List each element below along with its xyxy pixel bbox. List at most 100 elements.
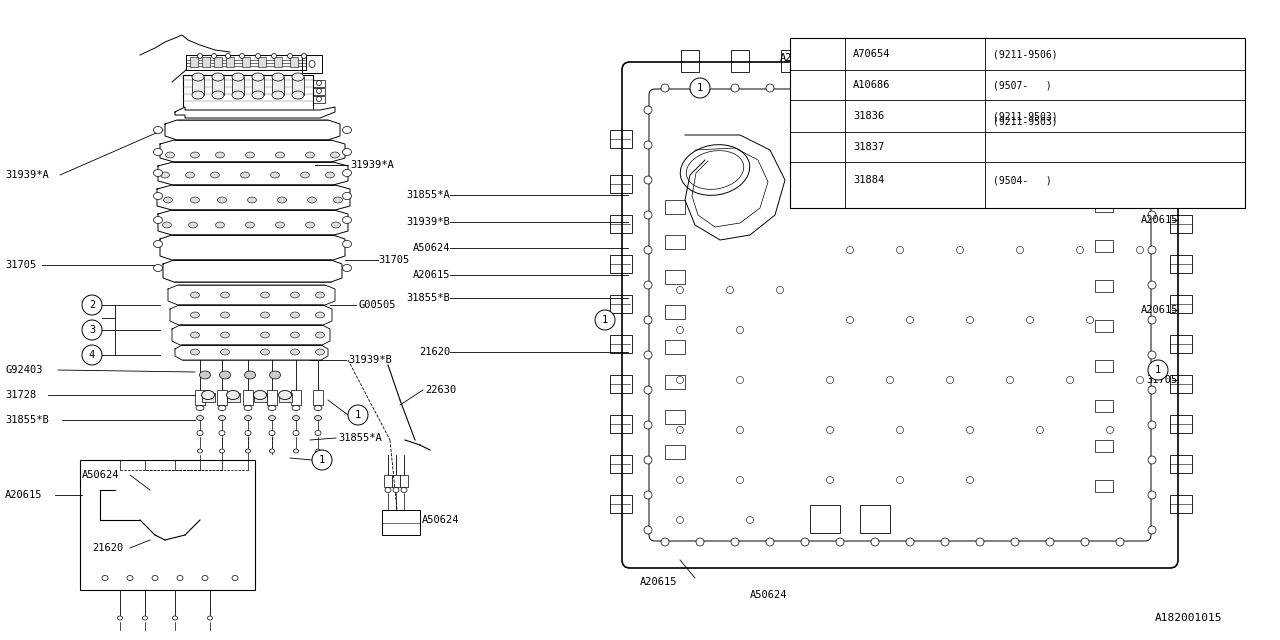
- Bar: [273, 77, 284, 95]
- Ellipse shape: [241, 172, 250, 178]
- Ellipse shape: [765, 538, 774, 546]
- Text: 31855*A: 31855*A: [338, 433, 381, 443]
- Ellipse shape: [292, 73, 305, 81]
- Polygon shape: [172, 325, 330, 345]
- Bar: [611, 215, 632, 233]
- Ellipse shape: [846, 246, 854, 253]
- Ellipse shape: [1116, 538, 1124, 546]
- Ellipse shape: [1148, 246, 1156, 254]
- Ellipse shape: [680, 145, 750, 195]
- Ellipse shape: [1148, 351, 1156, 359]
- Bar: [314, 96, 325, 103]
- Circle shape: [806, 137, 827, 157]
- Ellipse shape: [197, 54, 202, 58]
- Ellipse shape: [1087, 317, 1093, 323]
- Bar: [881, 50, 899, 72]
- Ellipse shape: [1011, 538, 1019, 546]
- Ellipse shape: [644, 316, 652, 324]
- Ellipse shape: [270, 449, 274, 453]
- Bar: [731, 50, 749, 72]
- Ellipse shape: [677, 477, 684, 483]
- Ellipse shape: [220, 332, 229, 338]
- Ellipse shape: [244, 406, 252, 410]
- Bar: [860, 505, 890, 533]
- Ellipse shape: [644, 281, 652, 289]
- Ellipse shape: [163, 222, 172, 228]
- Text: 1: 1: [319, 455, 325, 465]
- Ellipse shape: [906, 317, 914, 323]
- Ellipse shape: [736, 376, 744, 383]
- Bar: [381, 510, 420, 535]
- Ellipse shape: [801, 538, 809, 546]
- Bar: [666, 410, 685, 424]
- Text: 1: 1: [696, 83, 703, 93]
- Bar: [1030, 50, 1050, 72]
- Ellipse shape: [677, 426, 684, 433]
- Ellipse shape: [188, 222, 197, 228]
- Bar: [202, 57, 210, 67]
- Ellipse shape: [127, 575, 133, 580]
- Ellipse shape: [801, 84, 809, 92]
- Ellipse shape: [660, 84, 669, 92]
- Ellipse shape: [191, 197, 200, 203]
- Text: (9211-9506): (9211-9506): [993, 49, 1057, 59]
- Ellipse shape: [191, 292, 200, 298]
- Ellipse shape: [165, 152, 174, 158]
- Text: 1: 1: [814, 49, 820, 59]
- Ellipse shape: [227, 390, 239, 399]
- Text: 31705: 31705: [378, 255, 410, 265]
- Ellipse shape: [1076, 246, 1083, 253]
- Ellipse shape: [1116, 84, 1124, 92]
- Ellipse shape: [1037, 127, 1043, 134]
- Bar: [291, 57, 298, 67]
- Bar: [242, 57, 250, 67]
- Ellipse shape: [827, 477, 833, 483]
- Ellipse shape: [887, 376, 893, 383]
- Ellipse shape: [315, 332, 325, 338]
- Bar: [666, 340, 685, 354]
- Ellipse shape: [315, 292, 325, 298]
- Ellipse shape: [736, 426, 744, 433]
- Bar: [611, 295, 632, 313]
- Bar: [274, 57, 282, 67]
- Ellipse shape: [956, 246, 964, 253]
- Text: A182001015: A182001015: [1155, 613, 1222, 623]
- Ellipse shape: [1148, 421, 1156, 429]
- Ellipse shape: [219, 371, 230, 379]
- Bar: [1170, 255, 1192, 273]
- Bar: [279, 393, 292, 402]
- Ellipse shape: [261, 312, 270, 318]
- Ellipse shape: [1011, 84, 1019, 92]
- Text: 4: 4: [88, 350, 95, 360]
- Ellipse shape: [343, 241, 352, 248]
- Text: 2: 2: [814, 111, 820, 121]
- Bar: [1170, 215, 1192, 233]
- Ellipse shape: [212, 73, 224, 81]
- Text: A50624: A50624: [82, 470, 119, 480]
- Bar: [252, 77, 264, 95]
- Ellipse shape: [696, 84, 704, 92]
- Ellipse shape: [246, 449, 251, 453]
- Bar: [212, 77, 224, 95]
- Ellipse shape: [777, 287, 783, 294]
- Bar: [1094, 280, 1114, 292]
- Ellipse shape: [1148, 176, 1156, 184]
- Ellipse shape: [271, 54, 276, 58]
- Ellipse shape: [316, 88, 321, 93]
- Ellipse shape: [906, 84, 914, 92]
- Ellipse shape: [315, 349, 325, 355]
- Ellipse shape: [836, 538, 844, 546]
- FancyBboxPatch shape: [622, 62, 1178, 568]
- Bar: [1170, 495, 1192, 513]
- Bar: [1094, 400, 1114, 412]
- Ellipse shape: [291, 312, 300, 318]
- Bar: [1082, 50, 1100, 72]
- Ellipse shape: [401, 488, 407, 493]
- Ellipse shape: [154, 193, 163, 200]
- Ellipse shape: [201, 390, 215, 399]
- Ellipse shape: [261, 332, 270, 338]
- Ellipse shape: [644, 491, 652, 499]
- Text: A20615: A20615: [1140, 215, 1178, 225]
- Bar: [292, 77, 305, 95]
- Ellipse shape: [644, 456, 652, 464]
